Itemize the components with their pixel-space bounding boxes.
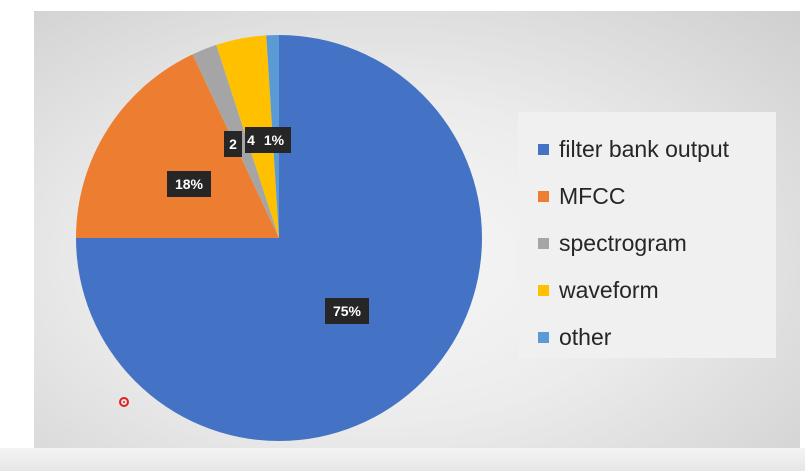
data-label-text: 2 [229,136,237,152]
legend-swatch [538,191,549,202]
data-label-filter-bank-output: 75% [325,298,369,324]
mouse-cursor-indicator [119,397,129,407]
legend-swatch [538,238,549,249]
data-label-mfcc: 18% [167,171,211,197]
legend-swatch [538,285,549,296]
legend-label: filter bank output [559,136,730,162]
pie-data-labels: 75% 18% 2 4 1% [167,127,369,324]
legend-label: MFCC [559,183,626,209]
legend-item-spectrogram: spectrogram [538,220,776,267]
data-label-box [224,131,242,157]
legend-item-other: other [538,314,776,361]
legend-item-waveform: waveform [538,267,776,314]
legend-label: other [559,324,612,350]
legend-swatch [538,144,549,155]
pie-slices [76,35,482,441]
data-label-other: 1% [257,127,291,153]
data-label-text: 4 [247,132,255,148]
bottom-strip [0,448,805,471]
data-label-text: 1% [264,132,285,148]
legend-swatch [538,332,549,343]
data-label-box [167,171,211,197]
legend-item-filter-bank-output: filter bank output [538,126,776,173]
data-label-box [257,127,291,153]
data-label-text: 75% [333,303,362,319]
data-label-spectrogram: 2 [224,131,242,157]
data-label-text: 18% [175,176,204,192]
data-label-box [325,298,369,324]
pie-slice-mfcc [76,54,279,239]
data-label-waveform: 4 [245,127,257,153]
legend-label: waveform [559,277,659,303]
legend-label: spectrogram [559,230,687,256]
chart-legend: filter bank output MFCC spectrogram wavefor… [518,112,776,358]
legend-item-mfcc: MFCC [538,173,776,220]
data-label-box [245,127,257,153]
